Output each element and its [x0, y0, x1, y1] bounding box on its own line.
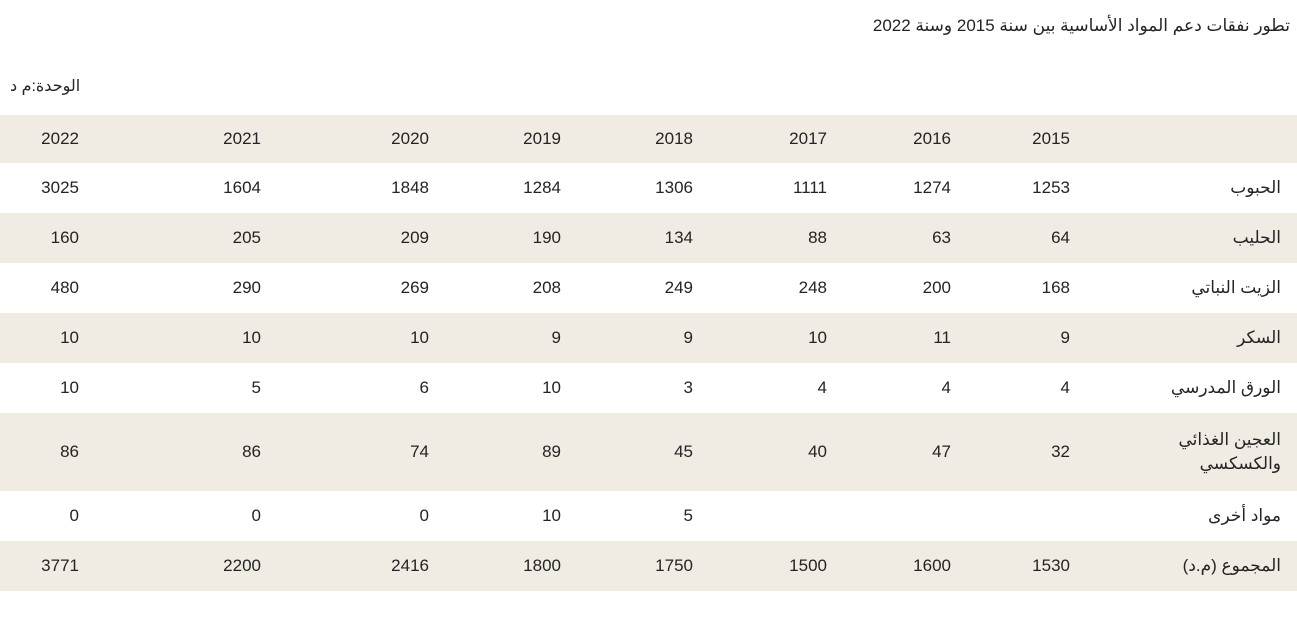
table-cell: 1800 — [523, 556, 561, 575]
table-cell: 1750 — [655, 556, 693, 575]
table-cell: 190 — [532, 228, 561, 247]
table-cell: 1530 — [1032, 556, 1070, 575]
table-cell — [843, 491, 967, 541]
table-cell: 1253 — [1032, 178, 1070, 197]
table-cell: 1306 — [655, 178, 693, 197]
table-cell: 2416 — [391, 556, 429, 575]
table-cell: 86 — [60, 442, 79, 461]
table-cell: 200 — [922, 278, 951, 297]
table-cell: 9 — [1060, 328, 1070, 347]
row-label: الحبوب — [1230, 178, 1281, 197]
year-header-2015: 2015 — [1032, 129, 1070, 148]
row-label-header — [1086, 115, 1297, 163]
table-cell: 134 — [664, 228, 693, 247]
table-row-total: المجموع (م.د) 1530 1600 1500 1750 1800 2… — [0, 541, 1297, 591]
table-cell: 160 — [50, 228, 79, 247]
table-row-grains: الحبوب 1253 1274 1111 1306 1284 1848 160… — [0, 163, 1297, 213]
table-cell: 3025 — [41, 178, 79, 197]
table-cell: 208 — [532, 278, 561, 297]
table-header-row: 2015 2016 2017 2018 2019 2020 2021 2022 — [0, 115, 1297, 163]
table-cell: 63 — [932, 228, 951, 247]
table-cell: 1500 — [789, 556, 827, 575]
table-cell: 10 — [60, 378, 79, 397]
table-cell: 9 — [551, 328, 561, 347]
subsidy-expenses-table: 2015 2016 2017 2018 2019 2020 2021 2022 … — [0, 115, 1297, 591]
table-cell: 64 — [1051, 228, 1070, 247]
row-label: الحليب — [1232, 228, 1281, 247]
table-cell: 5 — [251, 378, 261, 397]
table-row-vegetable-oil: الزيت النباتي 168 200 248 249 208 269 29… — [0, 263, 1297, 313]
year-header-2020: 2020 — [391, 129, 429, 148]
table-cell: 0 — [69, 506, 79, 525]
table-cell: 0 — [251, 506, 261, 525]
table-cell: 205 — [232, 228, 261, 247]
table-cell: 10 — [808, 328, 827, 347]
table-cell: 3771 — [41, 556, 79, 575]
table-row-sugar: السكر 9 11 10 9 9 10 10 10 — [0, 313, 1297, 363]
table-cell: 168 — [1041, 278, 1070, 297]
table-cell: 1274 — [913, 178, 951, 197]
table-cell: 1111 — [792, 178, 827, 197]
table-cell: 209 — [400, 228, 429, 247]
page: تطور نفقات دعم المواد الأساسية بين سنة 2… — [0, 15, 1297, 591]
year-header-2019: 2019 — [523, 129, 561, 148]
row-label: العجين الغذائي والكسكسي — [1086, 413, 1297, 491]
table-cell: 6 — [419, 378, 429, 397]
table-cell: 4 — [941, 378, 951, 397]
unit-label: الوحدة:م د — [10, 78, 81, 95]
table-cell: 9 — [683, 328, 693, 347]
table-cell: 47 — [932, 442, 951, 461]
table-cell: 249 — [664, 278, 693, 297]
table-row-milk: الحليب 64 63 88 134 190 209 205 160 — [0, 213, 1297, 263]
year-header-2016: 2016 — [913, 129, 951, 148]
table-cell: 3 — [683, 378, 693, 397]
table-cell: 10 — [542, 506, 561, 525]
table-cell: 1600 — [913, 556, 951, 575]
row-label: الورق المدرسي — [1170, 378, 1281, 397]
year-header-2018: 2018 — [655, 129, 693, 148]
table-cell: 1848 — [391, 178, 429, 197]
table-cell: 0 — [419, 506, 429, 525]
row-label: السكر — [1237, 328, 1281, 347]
year-header-2022: 2022 — [41, 129, 79, 148]
year-header-2017: 2017 — [789, 129, 827, 148]
table-cell: 10 — [542, 378, 561, 397]
table-cell — [709, 491, 843, 541]
table-cell: 5 — [683, 506, 693, 525]
table-cell: 88 — [808, 228, 827, 247]
table-cell: 74 — [410, 442, 429, 461]
table-cell: 290 — [232, 278, 261, 297]
table-cell: 40 — [808, 442, 827, 461]
table-cell: 480 — [50, 278, 79, 297]
year-header-2021: 2021 — [223, 129, 261, 148]
table-row-other-materials: مواد أخرى 5 10 0 0 0 — [0, 491, 1297, 541]
table-cell: 11 — [933, 328, 951, 347]
table-cell: 269 — [400, 278, 429, 297]
table-cell: 10 — [242, 328, 261, 347]
table-cell: 45 — [674, 442, 693, 461]
row-label: المجموع (م.د) — [1182, 556, 1281, 575]
table-cell: 1284 — [523, 178, 561, 197]
table-cell: 4 — [1060, 378, 1070, 397]
table-cell: 1604 — [223, 178, 261, 197]
table-row-pasta-couscous: العجين الغذائي والكسكسي 32 47 40 45 89 7… — [0, 413, 1297, 491]
table-cell: 248 — [798, 278, 827, 297]
table-cell: 89 — [542, 442, 561, 461]
table-row-school-paper: الورق المدرسي 4 4 4 3 10 6 5 10 — [0, 363, 1297, 413]
table-cell: 2200 — [223, 556, 261, 575]
row-label: الزيت النباتي — [1191, 278, 1281, 297]
table-cell: 4 — [817, 378, 827, 397]
row-label-text: العجين الغذائي والكسكسي — [1178, 430, 1281, 473]
table-cell: 32 — [1051, 442, 1070, 461]
table-cell: 10 — [60, 328, 79, 347]
row-label: مواد أخرى — [1208, 506, 1281, 525]
table-cell: 86 — [242, 442, 261, 461]
table-cell: 10 — [410, 328, 429, 347]
table-cell — [967, 491, 1086, 541]
page-title: تطور نفقات دعم المواد الأساسية بين سنة 2… — [872, 16, 1290, 35]
